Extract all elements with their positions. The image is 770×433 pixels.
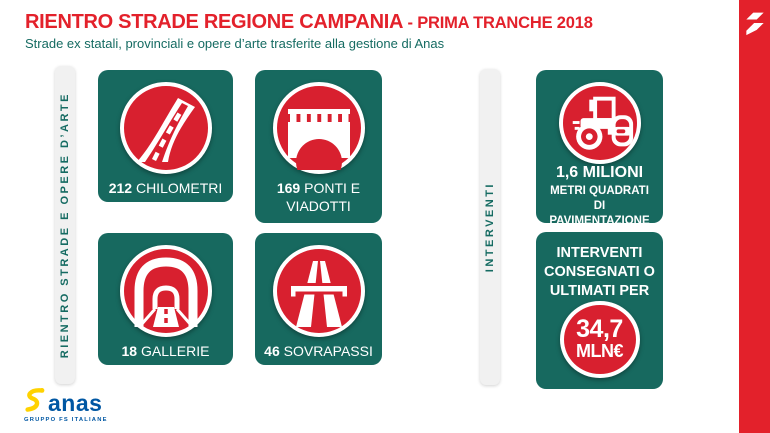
card-sovrapassi-text: SOVRAPASSI [283, 343, 373, 359]
interventi-rail: INTERVENTI [480, 69, 500, 385]
card-interventi-consegnati: INTERVENTI CONSEGNATI O ULTIMATI PER 34,… [536, 232, 663, 389]
fs-red-band [739, 0, 770, 433]
card-chilometri: 212 CHILOMETRI [98, 70, 233, 202]
card-sovrapassi: 46 SOVRAPASSI [255, 233, 382, 365]
left-rail: RIENTRO STRADE E OPERE D’ARTE [55, 66, 75, 384]
money-amount: 34,7 [576, 314, 623, 343]
overpass-icon [272, 245, 365, 337]
card-sovrapassi-label: 46 SOVRAPASSI [264, 337, 373, 361]
page-title-main: RIENTRO STRADE REGIONE CAMPANIA [25, 11, 404, 33]
card-ponti-label: 169 PONTI E VIADOTTI [263, 174, 374, 215]
roller-icon [558, 82, 641, 164]
card-gallerie-text: GALLERIE [140, 343, 210, 359]
bridge-icon [272, 82, 365, 174]
card-ponti-value: 169 [276, 180, 301, 196]
left-rail-label: RIENTRO STRADE E OPERE D’ARTE [59, 91, 71, 359]
card-pavimentazione: 1,6 MILIONI METRI QUADRATI DI PAVIMENTAZ… [536, 70, 663, 227]
tunnel-icon [119, 245, 212, 337]
money-unit: MLN€ [576, 340, 624, 361]
card-ponti-text: PONTI E VIADOTTI [286, 180, 361, 214]
interventi-consegnati-label: INTERVENTI CONSEGNATI O ULTIMATI PER [544, 245, 655, 299]
card-gallerie-label: 18 GALLERIE [122, 337, 210, 361]
interventi-rail-label: INTERVENTI [484, 181, 496, 273]
page-subtitle: Strade ex statali, provinciali e opere d… [25, 36, 445, 51]
money-badge: 34,7 MLN€ [559, 300, 640, 378]
anas-swirl-icon [25, 388, 45, 412]
page-title-suffix: - PRIMA TRANCHE 2018 [403, 14, 593, 32]
card-chilometri-label: 212 CHILOMETRI [109, 174, 223, 198]
anas-tagline: GRUPPO FS ITALIANE [24, 417, 108, 423]
anas-logo: anas GRUPPO FS ITALIANE [22, 386, 108, 423]
pavimentazione-value: 1,6 MILIONI [555, 164, 644, 181]
fs-italiane-icon [745, 12, 764, 36]
card-gallerie-value: 18 [121, 343, 138, 359]
card-chilometri-value: 212 [108, 180, 133, 196]
pavimentazione-label: METRI QUADRATI DI PAVIMENTAZIONE [549, 185, 650, 227]
card-ponti: 169 PONTI E VIADOTTI [255, 70, 382, 223]
page-title: RIENTRO STRADE REGIONE CAMPANIA - PRIMA … [25, 11, 593, 34]
card-chilometri-text: CHILOMETRI [135, 180, 223, 196]
anas-wordmark: anas [48, 390, 103, 417]
road-icon [119, 82, 212, 174]
card-sovrapassi-value: 46 [264, 343, 280, 359]
card-gallerie: 18 GALLERIE [98, 233, 233, 365]
